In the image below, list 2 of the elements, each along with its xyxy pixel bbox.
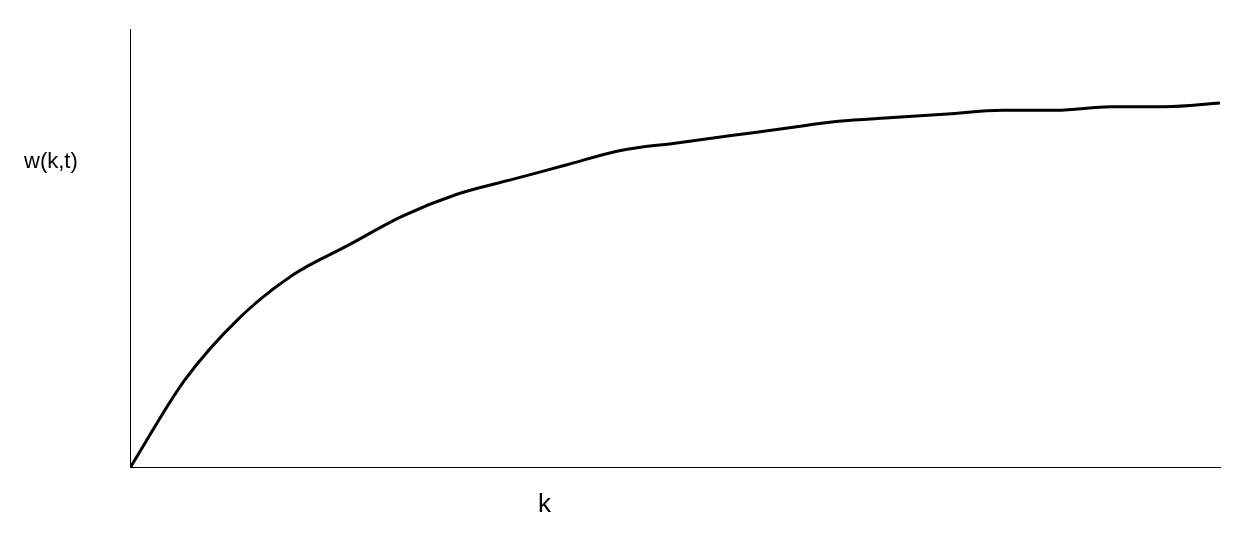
x-axis-title: k (538, 488, 551, 519)
y-axis-title: w(k,t) (24, 148, 78, 174)
